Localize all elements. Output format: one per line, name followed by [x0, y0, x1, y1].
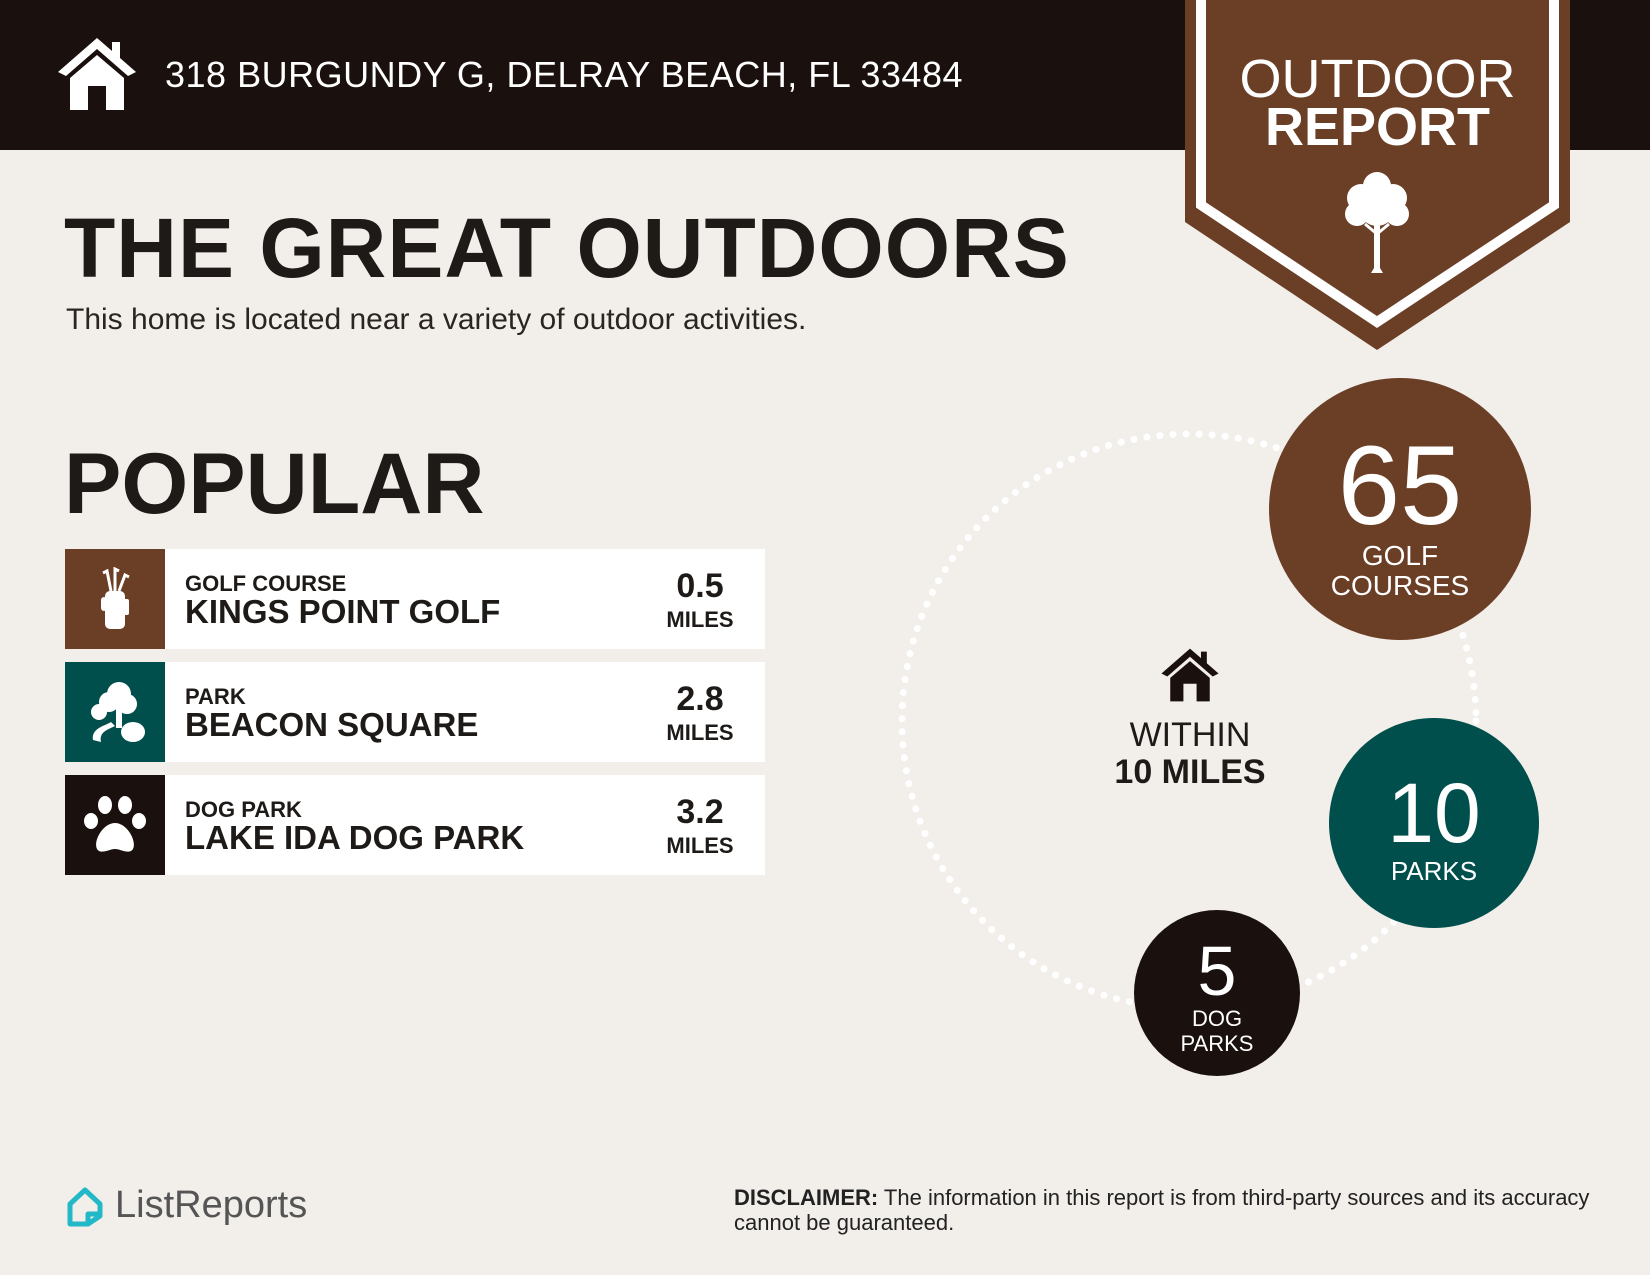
- count-label: PARKS: [1180, 1031, 1254, 1056]
- badge-line2: REPORT: [1264, 97, 1491, 157]
- dog-parks-count: 5 DOG PARKS: [1134, 910, 1300, 1076]
- count-label: PARKS: [1390, 856, 1478, 886]
- item-category: GOLF COURSE: [185, 571, 347, 596]
- count-label: DOG: [1191, 1006, 1243, 1031]
- disclaimer-text: The information in this report is from t…: [734, 1185, 1590, 1235]
- list-item: PARK BEACON SQUARE 2.8 MILES: [65, 662, 765, 762]
- popular-heading: POPULAR: [64, 436, 485, 532]
- item-name: LAKE IDA DOG PARK: [185, 819, 525, 856]
- radius-line2: 10 MILES: [1114, 753, 1266, 791]
- item-name: KINGS POINT GOLF: [185, 593, 501, 630]
- count-label: GOLF: [1361, 540, 1439, 571]
- disclaimer-label: DISCLAIMER:: [734, 1185, 879, 1210]
- count-value: 10: [1387, 766, 1481, 860]
- house-icon: [1161, 648, 1219, 702]
- parks-count: 10 PARKS: [1329, 718, 1539, 928]
- badge-line1: OUTDOOR: [1239, 49, 1516, 109]
- count-value: 5: [1197, 932, 1237, 1010]
- list-item: DOG PARK LAKE IDA DOG PARK 3.2 MILES: [65, 775, 765, 875]
- item-distance: 3.2: [676, 793, 724, 831]
- golf-bag-icon: [65, 549, 165, 649]
- page-title: THE GREAT OUTDOORS: [64, 201, 1070, 295]
- disclaimer: DISCLAIMER: The information in this repo…: [734, 1185, 1614, 1235]
- item-distance: 2.8: [676, 680, 724, 718]
- item-distance-unit: MILES: [666, 833, 734, 858]
- paw-icon: [65, 775, 165, 875]
- listreports-logo: ListReports: [115, 1184, 308, 1226]
- tree-icon: [1345, 172, 1409, 273]
- item-name: BEACON SQUARE: [185, 706, 479, 743]
- page-subtitle: This home is located near a variety of o…: [66, 303, 807, 336]
- golf-courses-count: 65 GOLF COURSES: [1269, 378, 1531, 640]
- item-category: DOG PARK: [185, 797, 302, 822]
- radius-line1: WITHIN: [1129, 716, 1251, 754]
- item-category: PARK: [185, 684, 246, 709]
- park-trees-icon: [65, 662, 165, 762]
- listreports-logo-icon: [67, 1187, 103, 1227]
- item-distance-unit: MILES: [666, 720, 734, 745]
- item-distance: 0.5: [676, 567, 724, 605]
- house-icon: [58, 38, 136, 110]
- count-value: 65: [1337, 423, 1463, 548]
- list-item: GOLF COURSE KINGS POINT GOLF 0.5 MILES: [65, 549, 765, 649]
- item-distance-unit: MILES: [666, 607, 734, 632]
- property-address: 318 BURGUNDY G, DELRAY BEACH, FL 33484: [165, 54, 963, 95]
- count-label: COURSES: [1330, 570, 1470, 601]
